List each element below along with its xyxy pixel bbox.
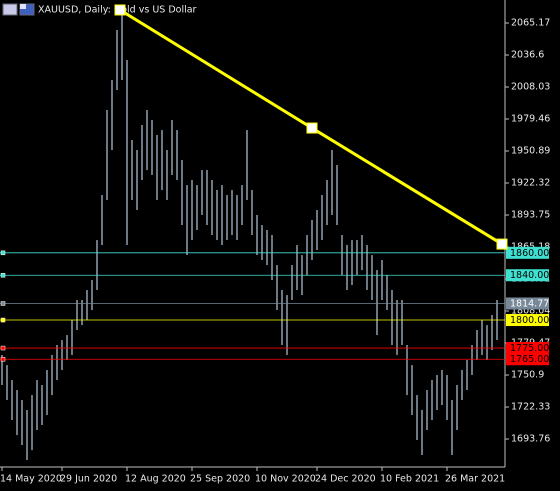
y-tick-label: 1893.75	[511, 210, 550, 221]
level-label: 1860.00	[510, 248, 549, 259]
y-tick-label: 1979.46	[511, 114, 550, 125]
trend-anchor	[496, 238, 508, 250]
icon	[2, 3, 18, 16]
level-handle	[0, 301, 6, 306]
y-tick-label: 2065.17	[511, 17, 550, 28]
level-label: 1840.00	[510, 270, 549, 281]
level-handle	[0, 345, 6, 351]
x-tick-label: 29 Jun 2020	[60, 474, 117, 485]
x-tick-label: 26 Mar 2021	[445, 474, 505, 485]
trend-anchor	[114, 4, 126, 16]
y-tick-label: 1693.76	[511, 434, 550, 445]
y-tick-label: 1750.9	[511, 370, 544, 381]
level-label-box	[506, 314, 549, 327]
icon	[19, 3, 35, 16]
level-label: 1814.77	[510, 298, 549, 309]
y-tick-label: 1922.32	[511, 178, 550, 189]
y-tick-label: 2036.6	[511, 50, 544, 61]
level-handle	[0, 272, 6, 278]
level-label-box	[506, 246, 549, 259]
x-tick-label: 14 May 2020	[0, 474, 62, 485]
level-label-box	[506, 297, 549, 310]
level-handle	[0, 317, 6, 323]
icon	[20, 4, 26, 9]
level-label: 1800.00	[510, 315, 549, 326]
y-tick-label: 1722.33	[511, 402, 550, 413]
level-label-box	[506, 269, 549, 282]
level-label-box	[506, 342, 549, 355]
y-tick-label: 1950.89	[511, 146, 550, 157]
level-label: 1775.00	[510, 343, 549, 354]
x-tick-label: 10 Nov 2020	[255, 474, 316, 485]
symbol-icons	[2, 3, 35, 16]
level-label: 1765.00	[510, 354, 549, 365]
y-tick-label: 1808.04	[511, 306, 550, 317]
x-tick-label: 25 Sep 2020	[190, 474, 250, 485]
level-handle	[0, 356, 6, 362]
x-tick-label: 12 Aug 2020	[125, 474, 186, 485]
level-handle	[0, 250, 6, 256]
y-tick-label: 2008.03	[511, 82, 550, 93]
x-tick-label: 10 Feb 2021	[380, 474, 439, 485]
x-tick-label: 24 Dec 2020	[315, 474, 376, 485]
level-label-box	[506, 353, 549, 366]
trend-anchor	[306, 122, 318, 134]
